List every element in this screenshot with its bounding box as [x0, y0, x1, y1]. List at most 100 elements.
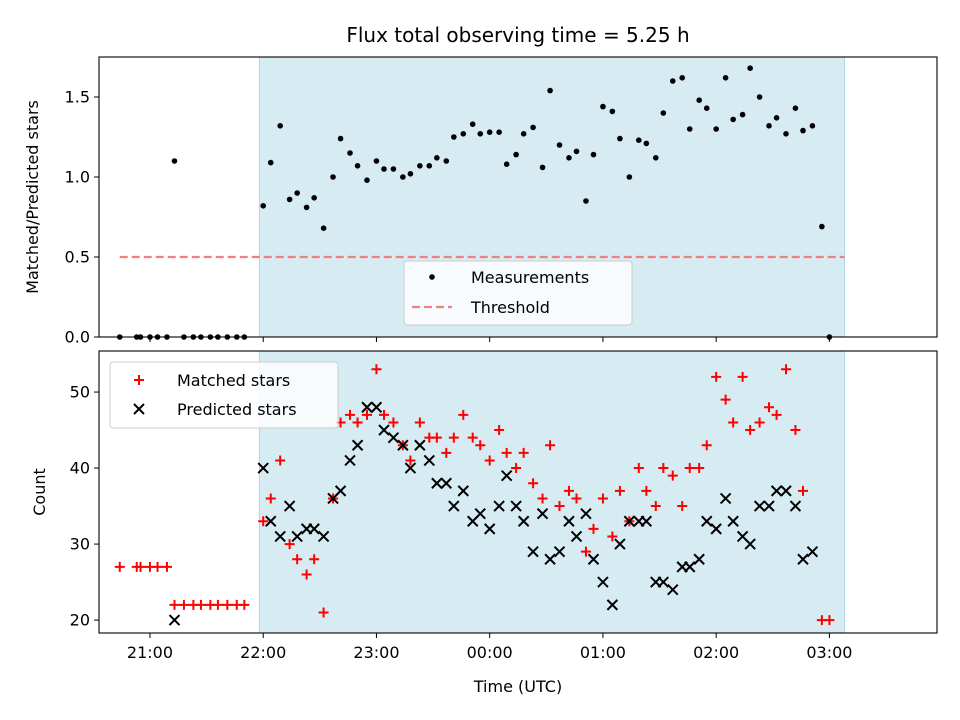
measurement-point: [652, 155, 659, 161]
y-axis-label: Count: [30, 468, 49, 516]
x-tick-label: 22:00: [240, 643, 286, 662]
predicted-star-point: [780, 485, 792, 497]
matched-star-point: [728, 417, 739, 428]
matched-star-point: [345, 409, 356, 420]
predicted-star-point: [457, 485, 469, 497]
matched-star-point: [537, 493, 548, 504]
predicted-star-point: [361, 401, 373, 413]
matched-star-point: [458, 409, 469, 420]
measurement-point: [513, 151, 519, 158]
matched-star-point: [597, 493, 608, 504]
legend-matched-marker: [134, 375, 144, 385]
predicted-star-point: [640, 515, 653, 527]
measurement-point: [277, 123, 283, 129]
predicted-star-point: [500, 469, 513, 482]
predicted-star-point: [597, 576, 609, 588]
matched-star-point: [563, 485, 574, 496]
predicted-star-point: [797, 553, 809, 565]
y-tick-label: 1.0: [65, 168, 90, 187]
matched-star-point: [239, 599, 250, 610]
matched-star-point: [684, 463, 695, 474]
axes-frame: [98, 56, 938, 338]
predicted-star-point: [291, 530, 303, 543]
predicted-star-point: [563, 515, 575, 527]
predicted-star-point: [710, 523, 722, 535]
predicted-star-point: [474, 507, 486, 520]
matched-star-point: [720, 394, 731, 405]
matched-star-point: [580, 546, 591, 557]
predicted-star-point: [423, 454, 436, 467]
measurement-point: [800, 127, 806, 134]
legend-measurements-marker: [429, 274, 435, 280]
y-tick-label: 1.5: [65, 88, 90, 107]
measurement-point: [311, 195, 317, 201]
predicted-star-point: [527, 545, 539, 558]
measurement-point: [294, 190, 300, 196]
measurement-point: [407, 171, 414, 177]
measurement-point: [303, 204, 310, 211]
matched-star-point: [764, 402, 775, 413]
predicted-star-point: [431, 477, 443, 489]
measurement-point: [354, 163, 361, 169]
matched-star-point: [528, 478, 539, 489]
matched-star-point: [258, 516, 269, 527]
matched-star-point: [222, 599, 233, 610]
measurement-point: [747, 65, 753, 71]
measurement-point: [503, 161, 510, 167]
predicted-star-point: [763, 500, 775, 512]
measurement-point: [337, 135, 344, 142]
measurement-point: [566, 155, 572, 161]
predicted-star-point: [544, 553, 556, 565]
measurement-point: [530, 124, 536, 131]
matched-star-point: [667, 470, 678, 481]
y-tick-label: 30: [70, 535, 90, 554]
predicted-star-point: [334, 485, 347, 497]
measurement-point: [600, 103, 606, 110]
predicted-star-point: [493, 500, 505, 512]
predicted-star-point: [283, 500, 296, 512]
predicted-star-point: [684, 561, 696, 573]
measurement-point: [669, 78, 676, 84]
matched-star-point: [771, 409, 782, 420]
measurement-point: [730, 116, 736, 123]
legend-matched-label: Matched stars: [177, 371, 290, 390]
predicted-star-point: [623, 515, 636, 527]
predicted-star-point: [257, 462, 269, 474]
matched-star-point: [414, 417, 425, 428]
matched-star-point: [745, 425, 756, 436]
measurement-point: [486, 129, 493, 135]
measurement-point: [469, 121, 476, 127]
legend-box: [403, 260, 633, 326]
matched-star-point: [318, 607, 329, 618]
predicted-star-point: [657, 576, 670, 588]
matched-star-point: [694, 463, 705, 474]
predicted-star-point: [168, 614, 181, 626]
count-panel: 20 30 40 50 21:00 22:00 23:00 00:00 01:00 02:00 03…: [30, 350, 938, 662]
matched-star-point: [501, 447, 512, 458]
predicted-star-point: [570, 530, 583, 543]
matched-star-point: [441, 447, 452, 458]
y-tick-label: 40: [70, 459, 90, 478]
measurement-point: [756, 94, 763, 100]
y-tick-label: 0.5: [65, 248, 90, 267]
matched-star-point: [467, 432, 478, 443]
measurement-point: [713, 126, 719, 132]
matched-star-point: [545, 440, 556, 451]
y-tick-label: 20: [70, 611, 90, 630]
measurement-point: [679, 75, 686, 81]
y-tick-label: 50: [70, 383, 90, 402]
measurement-point: [696, 97, 702, 103]
matched-star-point: [152, 561, 163, 572]
predicted-star-point: [317, 530, 330, 543]
predicted-star-point: [265, 515, 277, 527]
measurement-point: [635, 137, 642, 143]
measurement-point: [364, 177, 370, 183]
predicted-star-point: [510, 500, 522, 512]
measurement-point: [617, 135, 623, 142]
matched-star-point: [161, 561, 172, 572]
predicted-star-point: [719, 492, 732, 505]
predicted-star-point: [414, 439, 426, 451]
measurement-point: [809, 123, 816, 129]
matched-star-point: [275, 455, 286, 466]
